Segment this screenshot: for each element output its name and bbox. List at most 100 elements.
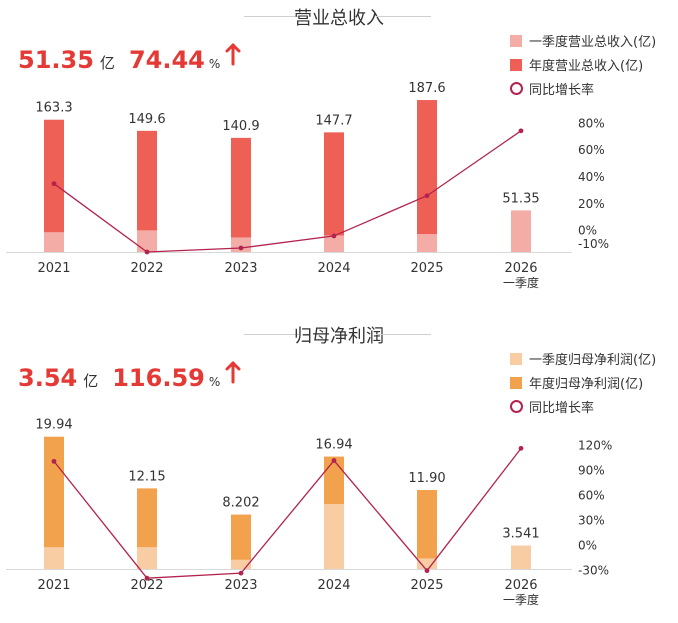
legend-swatch xyxy=(510,353,522,365)
chart-title: 营业总收入 xyxy=(294,8,384,29)
growth-rate-point xyxy=(51,458,57,464)
q1-bar xyxy=(324,235,344,252)
legend-item-annual-revenue[interactable]: 年度营业总收入(亿) xyxy=(510,58,656,82)
legend-label: 同比增长率 xyxy=(529,401,595,416)
headline-growth-unit: % xyxy=(208,375,221,389)
revenue-chart: 163.3 2021 149.6 2022 140.9 2023 147.7 2024 187.… xyxy=(6,81,609,290)
net-profit-panel: 归母净利润 3.54 亿 116.59% 一季度归母净利润(亿) 年度归母净利润(亿… xyxy=(0,318,678,623)
x-tick-label: 2021 xyxy=(37,261,70,276)
growth-rate-point xyxy=(238,245,244,251)
bar-value-label: 12.15 xyxy=(128,469,165,484)
net-profit-legend: 一季度归母净利润(亿) 年度归母净利润(亿) 同比增长率 xyxy=(510,352,656,424)
headline-value: 3.54 xyxy=(18,364,78,392)
x-tick-sublabel: 一季度 xyxy=(503,275,539,290)
right-axis-tick-label: 60% xyxy=(578,489,605,503)
growth-rate-point xyxy=(144,249,150,255)
growth-rate-point xyxy=(518,445,524,451)
legend-label: 年度归母净利润(亿) xyxy=(529,377,644,392)
x-tick-label: 2026 xyxy=(504,578,537,593)
revenue-legend: 一季度营业总收入(亿) 年度营业总收入(亿) 同比增长率 xyxy=(510,34,656,106)
revenue-headline: 51.35 亿 74.44% xyxy=(18,42,242,74)
right-axis-tick-label: 60% xyxy=(578,143,605,157)
right-axis-tick-label: 20% xyxy=(578,197,605,211)
bar-value-label: 16.94 xyxy=(315,438,352,453)
bar-value-label: 163.3 xyxy=(35,101,72,116)
bar-value-label: 19.94 xyxy=(35,418,72,433)
headline-growth: 116.59 xyxy=(112,364,205,392)
bar-value-label: 149.6 xyxy=(128,112,165,127)
bar-value-label: 187.6 xyxy=(408,81,445,96)
x-tick-label: 2023 xyxy=(224,578,257,593)
right-axis-tick-label: -10% xyxy=(578,237,609,251)
title-rule-left xyxy=(244,16,299,17)
chart-title: 归母净利润 xyxy=(294,326,384,347)
legend-item-q1-net-profit[interactable]: 一季度归母净利润(亿) xyxy=(510,352,656,376)
legend-item-yoy-growth[interactable]: 同比增长率 xyxy=(510,400,656,424)
annual-bar xyxy=(137,130,157,252)
revenue-panel: 营业总收入 51.35 亿 74.44% 一季度营业总收入(亿) 年度营业总收入(亿… xyxy=(0,0,678,305)
x-tick-label: 2025 xyxy=(410,578,443,593)
net-profit-chart: 19.94 2021 12.15 2022 8.202 2023 16.94 2024 11.9… xyxy=(6,418,612,607)
annual-bar xyxy=(417,100,437,252)
legend-item-yoy-growth[interactable]: 同比增长率 xyxy=(510,82,656,106)
up-arrow-icon xyxy=(224,42,242,66)
q1-bar xyxy=(137,547,157,569)
legend-item-annual-net-profit[interactable]: 年度归母净利润(亿) xyxy=(510,376,656,400)
net-profit-title-row: 归母净利润 xyxy=(0,322,678,347)
up-arrow-icon xyxy=(224,360,242,384)
headline-unit: 亿 xyxy=(99,54,115,72)
annual-bar xyxy=(44,436,64,569)
x-tick-label: 2022 xyxy=(130,261,163,276)
q1-bar xyxy=(417,234,437,252)
growth-rate-line xyxy=(53,130,522,253)
x-tick-label: 2025 xyxy=(410,261,443,276)
right-axis-tick-label: 80% xyxy=(578,116,605,130)
x-tick-sublabel: 一季度 xyxy=(503,592,539,607)
bar-value-label: 51.35 xyxy=(502,191,539,206)
right-axis-tick-label: 40% xyxy=(578,170,605,184)
right-axis-tick-label: 90% xyxy=(578,464,605,478)
legend-swatch xyxy=(510,35,522,47)
x-tick-label: 2022 xyxy=(130,578,163,593)
q1-bar xyxy=(511,545,531,569)
legend-label: 年度营业总收入(亿) xyxy=(529,59,644,74)
x-tick-label: 2023 xyxy=(224,261,257,276)
legend-marker xyxy=(510,400,523,413)
right-axis-tick-label: 0% xyxy=(578,539,597,553)
legend-swatch xyxy=(510,59,522,71)
headline-value: 51.35 xyxy=(18,46,94,74)
q1-bar xyxy=(44,547,64,569)
revenue-title-row: 营业总收入 xyxy=(0,4,678,29)
legend-swatch xyxy=(510,377,522,389)
q1-bar xyxy=(511,210,531,252)
legend-label: 同比增长率 xyxy=(529,83,595,98)
legend-label: 一季度营业总收入(亿) xyxy=(529,35,657,50)
growth-rate-line xyxy=(53,447,522,579)
net-profit-headline: 3.54 亿 116.59% xyxy=(18,360,242,392)
q1-bar xyxy=(231,559,251,569)
right-axis-tick-label: 120% xyxy=(578,439,612,453)
legend-item-q1-revenue[interactable]: 一季度营业总收入(亿) xyxy=(510,34,656,58)
q1-bar xyxy=(137,230,157,252)
right-axis-tick-label: -30% xyxy=(578,564,609,578)
bar-value-label: 11.90 xyxy=(408,471,445,486)
growth-rate-point xyxy=(331,458,337,463)
growth-rate-point xyxy=(331,233,337,239)
growth-rate-point xyxy=(144,575,150,581)
x-tick-label: 2024 xyxy=(317,578,350,593)
q1-bar xyxy=(44,232,64,252)
headline-growth: 74.44 xyxy=(128,46,205,74)
annual-bar xyxy=(231,514,251,569)
bar-value-label: 3.541 xyxy=(502,527,539,542)
right-axis-tick-label: 30% xyxy=(578,514,605,528)
annual-bar xyxy=(417,490,437,569)
q1-bar xyxy=(324,503,344,569)
growth-rate-point xyxy=(424,193,430,199)
title-rule-left xyxy=(244,334,299,335)
right-axis-tick-label: 0% xyxy=(578,224,597,238)
x-tick-label: 2026 xyxy=(504,261,537,276)
legend-label: 一季度归母净利润(亿) xyxy=(529,353,657,368)
growth-rate-point xyxy=(238,570,244,576)
growth-rate-point xyxy=(518,128,524,134)
growth-rate-point xyxy=(424,568,430,574)
